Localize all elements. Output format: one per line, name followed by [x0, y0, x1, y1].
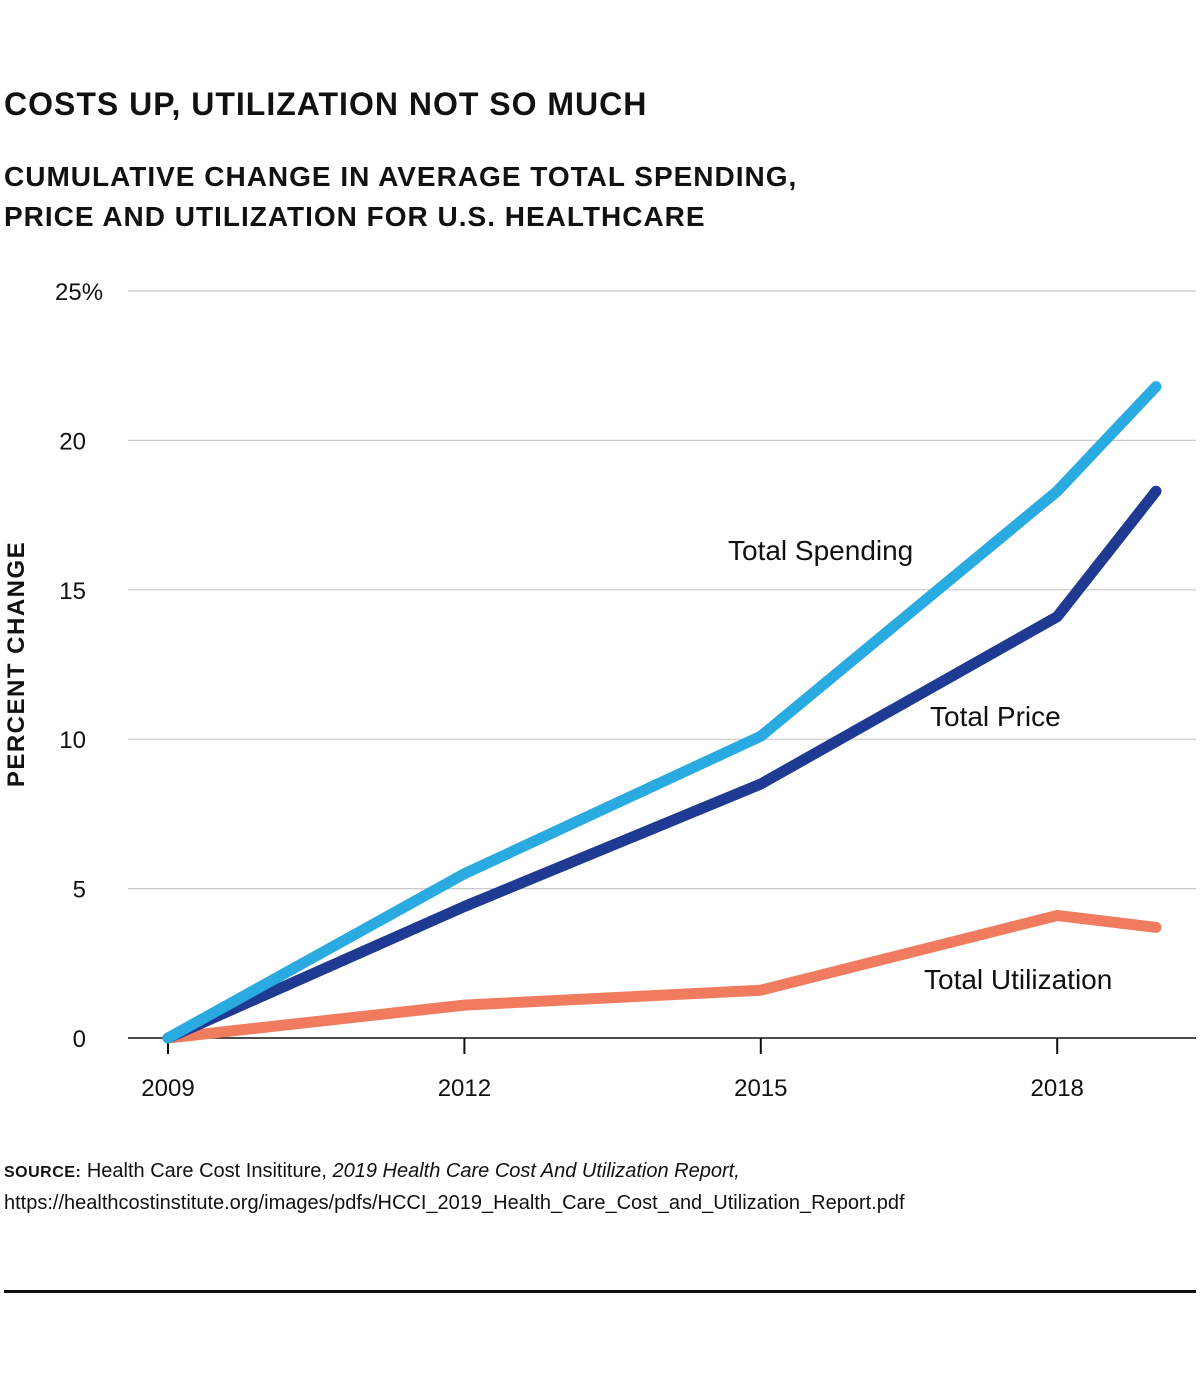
x-tick-label-2018: 2018 [1031, 1075, 1084, 1102]
series-lines [162, 381, 1162, 1044]
chart-subtitle: CUMULATIVE CHANGE IN AVERAGE TOTAL SPEND… [4, 157, 797, 237]
subtitle-line-1: CUMULATIVE CHANGE IN AVERAGE TOTAL SPEND… [4, 161, 798, 192]
series-line-total-spending [162, 381, 1162, 1044]
y-tick-label-0: 0 [73, 1026, 86, 1053]
y-tick-label-10: 10 [59, 727, 86, 754]
grid-lines [128, 290, 1196, 890]
source-label: SOURCE: [4, 1164, 82, 1181]
source-report: 2019 Health Care Cost And Utilization Re… [332, 1160, 740, 1182]
axes: 0 5 10 15 20 25% 2009 2012 2015 2018 [55, 279, 1196, 1102]
series-label-total-utilization: Total Utilization [924, 964, 1112, 995]
y-tick-label-20: 20 [59, 428, 86, 455]
subtitle-line-2: PRICE AND UTILIZATION FOR U.S. HEALTHCAR… [4, 201, 706, 232]
source-note: SOURCE: Health Care Cost Insititure, 201… [4, 1156, 905, 1218]
x-tick-label-2015: 2015 [734, 1075, 787, 1102]
series-label-total-spending: Total Spending [728, 535, 913, 566]
chart-title: COSTS UP, UTILIZATION NOT SO MUCH [4, 86, 648, 122]
source-citation: SOURCE: Health Care Cost Insititure, 201… [4, 1156, 905, 1188]
source-url: https://healthcostinstitute.org/images/p… [4, 1192, 905, 1214]
y-axis-label: PERCENT CHANGE [3, 541, 30, 787]
x-tick-label-2009: 2009 [141, 1075, 194, 1102]
series-line-total-price [162, 485, 1162, 1044]
x-tick-label-2012: 2012 [438, 1075, 491, 1102]
y-tick-label-25: 25% [55, 279, 103, 306]
y-tick-label-15: 15 [59, 578, 86, 605]
series-label-total-price: Total Price [930, 701, 1061, 732]
series-labels: Total Spending Total Price Total Utilizati… [728, 535, 1112, 995]
bottom-divider [4, 1290, 1196, 1293]
line-chart: 0 5 10 15 20 25% 2009 2012 2015 2018 Total Spendi… [3, 279, 1196, 1102]
series-line-total-utilization [162, 910, 1162, 1044]
source-publisher: Health Care Cost Insititure, [81, 1160, 333, 1182]
y-tick-label-5: 5 [73, 877, 86, 904]
